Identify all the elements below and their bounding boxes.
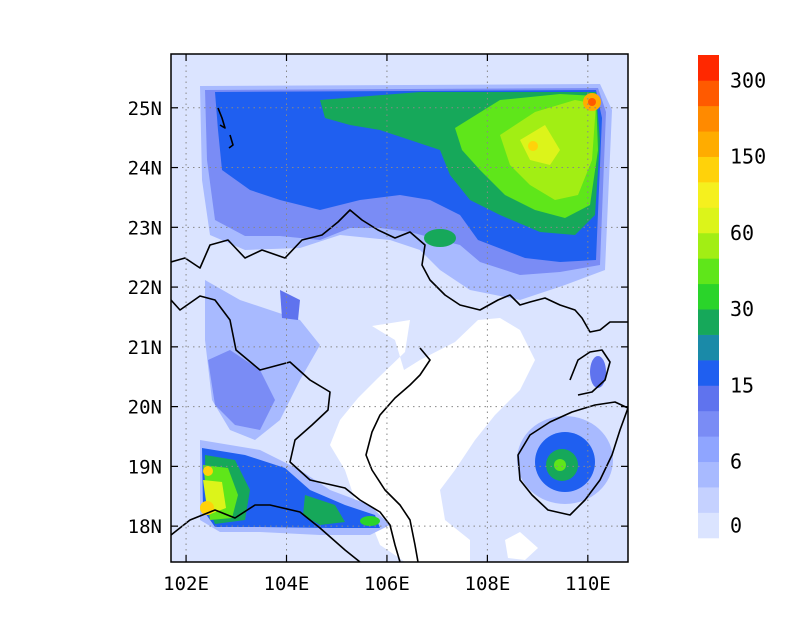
map-axes: 102E 104E 106E 108E 110E 18N 19N 20N 21N 22N 23N 24… xyxy=(128,54,628,595)
hainan-coast xyxy=(517,401,628,516)
laos-cambodia-border xyxy=(171,504,361,562)
colorbar-swatch-10 xyxy=(698,258,719,285)
colorbar-label: 30 xyxy=(730,297,754,321)
lon-tick-label: 108E xyxy=(465,573,511,595)
leizhou-coast xyxy=(569,349,611,396)
colorbar-swatch-17 xyxy=(698,80,719,107)
colorbar-swatch-15 xyxy=(698,131,719,157)
colorbar-swatch-13 xyxy=(698,182,719,208)
lon-tick-label: 106E xyxy=(364,573,410,595)
peak-guangxi-east-core xyxy=(588,98,596,106)
colorbar-swatch-4 xyxy=(698,410,719,437)
lat-tick-label: 24N xyxy=(128,158,162,180)
colorbar: 0 6 15 30 60 150 300 xyxy=(698,55,766,539)
lon-tick-label: 110E xyxy=(565,573,611,595)
west-band-blue xyxy=(280,290,300,320)
laos-border xyxy=(171,295,401,562)
graticule xyxy=(171,54,628,562)
colorbar-swatch-8 xyxy=(698,309,719,335)
lat-tick-label: 22N xyxy=(128,277,162,299)
colorbar-swatch-5 xyxy=(698,385,719,412)
colorbar-label: 300 xyxy=(730,68,766,92)
colorbar-swatch-3 xyxy=(698,436,719,463)
lat-tick-label: 20N xyxy=(128,397,162,419)
china-vietnam-border xyxy=(171,209,628,333)
colorbar-swatch-0 xyxy=(698,512,719,539)
hainan-core xyxy=(554,459,566,471)
lat-tick-label: 23N xyxy=(128,217,162,239)
lat-tick-label: 25N xyxy=(128,98,162,120)
north-band-yellow xyxy=(520,125,560,165)
lat-tick-label: 21N xyxy=(128,337,162,359)
colorbar-swatch-7 xyxy=(698,334,719,361)
peak-guangxi-center xyxy=(528,141,538,151)
lon-tick-label: 102E xyxy=(163,573,209,595)
gulf-tonkin-blank-area xyxy=(330,318,535,562)
colorbar-label: 15 xyxy=(730,373,754,397)
colorbar-swatch-16 xyxy=(698,105,719,132)
colorbar-label: 6 xyxy=(730,450,742,474)
north-coast-spot xyxy=(424,229,456,247)
map-frame xyxy=(170,53,629,563)
colorbar-swatch-9 xyxy=(698,283,719,310)
vietnam-coast xyxy=(365,347,431,562)
colorbar-label: 60 xyxy=(730,221,754,245)
lake-outline xyxy=(217,107,234,149)
west-band-mid xyxy=(208,350,275,430)
lat-tick-label: 19N xyxy=(128,456,162,478)
lon-tick-label: 104E xyxy=(264,573,310,595)
peak-laos-north xyxy=(203,466,213,476)
south-blank-area xyxy=(505,532,538,560)
colorbar-swatch-18 xyxy=(698,55,719,81)
colorbar-swatch-6 xyxy=(698,360,719,386)
south-cluster-green-east xyxy=(303,495,345,525)
colorbar-swatch-11 xyxy=(698,232,719,259)
precipitation-field xyxy=(171,84,628,562)
colorbar-label: 0 xyxy=(730,513,742,537)
colorbar-swatch-14 xyxy=(698,156,719,183)
leizhou-spot xyxy=(590,356,606,388)
south-cluster-spot xyxy=(360,516,380,526)
colorbar-swatch-1 xyxy=(698,487,719,513)
colorbar-swatch-12 xyxy=(698,207,719,234)
colorbar-label: 150 xyxy=(730,145,766,169)
colorbar-swatch-2 xyxy=(698,461,719,488)
lat-tick-label: 18N xyxy=(128,516,162,538)
